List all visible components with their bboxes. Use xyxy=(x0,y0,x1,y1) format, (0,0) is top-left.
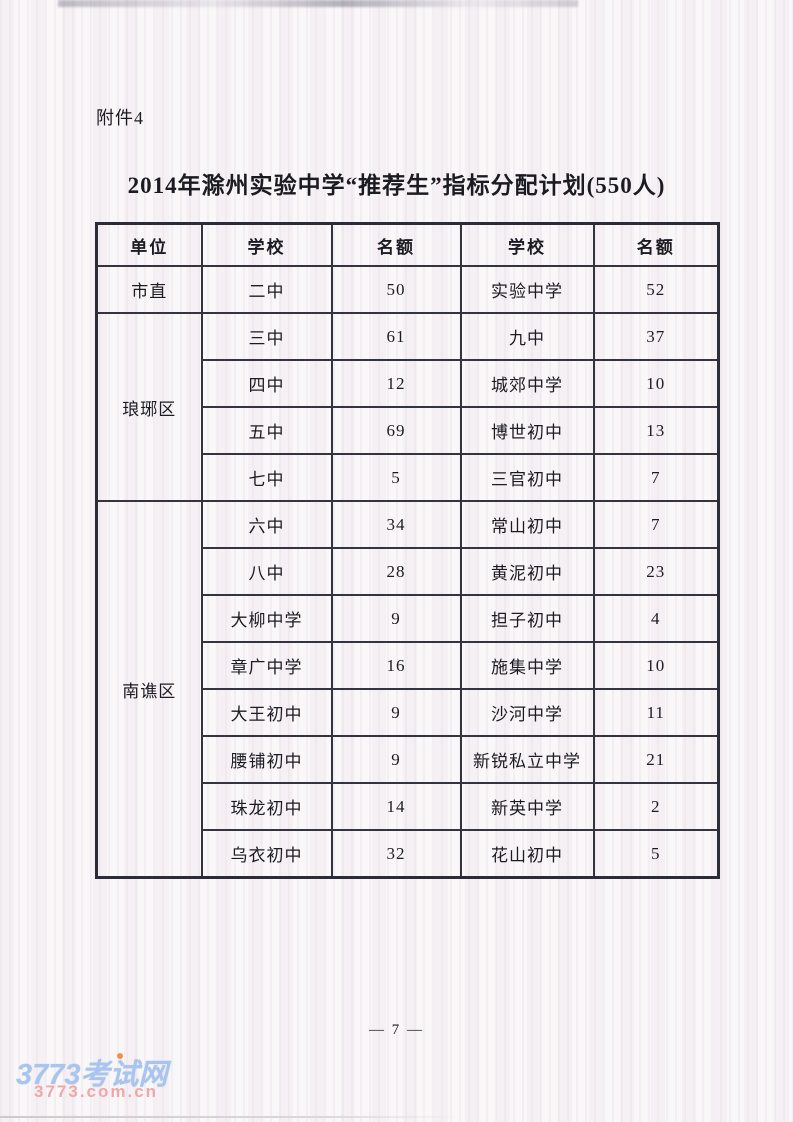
table-row: 南谯区 六中 34 常山初中 7 xyxy=(95,500,720,879)
page-number: — 7 — xyxy=(369,1022,424,1038)
quota-cell: 7 xyxy=(592,500,720,549)
quota-cell: 9 xyxy=(330,735,462,784)
watermark-accent-dot xyxy=(117,1053,123,1059)
header-cell-unit: 单位 xyxy=(95,222,203,267)
quota-cell: 10 xyxy=(592,359,720,408)
table-row: 七中 5 三官初中 7 xyxy=(97,453,720,502)
quota-cell: 13 xyxy=(592,406,720,455)
school-cell: 大王初中 xyxy=(200,688,333,737)
header-cell-school1: 学校 xyxy=(200,222,333,267)
quota-cell: 11 xyxy=(592,688,720,737)
school-cell: 大柳中学 xyxy=(200,594,333,643)
unit-cell: 南谯区 xyxy=(95,500,203,879)
table-row: 八中 28 黄泥初中 23 xyxy=(97,547,720,596)
school-cell: 新英中学 xyxy=(459,782,595,831)
table-row: 珠龙初中 14 新英中学 2 xyxy=(97,782,720,831)
table-row: 四中 12 城郊中学 10 xyxy=(97,359,720,408)
school-cell: 博世初中 xyxy=(459,406,595,455)
quota-cell: 2 xyxy=(592,782,720,831)
school-cell: 沙河中学 xyxy=(459,688,595,737)
school-cell: 四中 xyxy=(200,359,333,408)
quota-cell: 16 xyxy=(330,641,462,690)
table-row: 腰铺初中 9 新锐私立中学 21 xyxy=(97,735,720,784)
scan-artifact-bottom-line xyxy=(0,1116,458,1118)
quota-cell: 52 xyxy=(592,265,720,314)
quota-cell: 4 xyxy=(592,594,720,643)
quota-cell: 14 xyxy=(330,782,462,831)
quota-cell: 69 xyxy=(330,406,462,455)
table-row: 大王初中 9 沙河中学 11 xyxy=(97,688,720,737)
table-row: 大柳中学 9 担子初中 4 xyxy=(97,594,720,643)
school-cell: 腰铺初中 xyxy=(200,735,333,784)
quota-cell: 50 xyxy=(330,265,462,314)
school-cell: 五中 xyxy=(200,406,333,455)
school-cell: 施集中学 xyxy=(459,641,595,690)
quota-cell: 23 xyxy=(592,547,720,596)
quota-cell: 61 xyxy=(330,312,462,361)
quota-cell: 9 xyxy=(330,688,462,737)
table-row: 乌衣初中 32 花山初中 5 xyxy=(97,829,720,879)
document-title: 2014年滁州实验中学“推荐生”指标分配计划(550人) xyxy=(127,173,666,198)
quota-cell: 37 xyxy=(592,312,720,361)
quota-cell: 28 xyxy=(330,547,462,596)
quota-cell: 5 xyxy=(330,453,462,502)
quota-cell: 7 xyxy=(592,453,720,502)
watermark-site-name: 3773考试网 xyxy=(16,1059,168,1091)
quota-cell: 12 xyxy=(330,359,462,408)
quota-cell: 21 xyxy=(592,735,720,784)
header-cell-quota2: 名额 xyxy=(592,222,720,267)
school-cell: 黄泥初中 xyxy=(459,547,595,596)
school-cell: 担子初中 xyxy=(459,594,595,643)
table-row: 琅琊区 三中 61 九中 37 xyxy=(95,312,720,502)
school-cell: 二中 xyxy=(200,265,333,314)
attachment-label: 附件4 xyxy=(96,108,144,128)
school-cell: 城郊中学 xyxy=(459,359,595,408)
school-cell: 珠龙初中 xyxy=(200,782,333,831)
watermark-site-url: 3773.com.cn xyxy=(34,1082,159,1101)
school-cell: 九中 xyxy=(459,312,595,361)
school-cell: 三官初中 xyxy=(459,453,595,502)
school-cell: 新锐私立中学 xyxy=(459,735,595,784)
quota-cell: 32 xyxy=(330,829,462,879)
school-cell: 乌衣初中 xyxy=(200,829,333,879)
quota-cell: 34 xyxy=(330,500,462,549)
school-cell: 常山初中 xyxy=(459,500,595,549)
school-cell: 花山初中 xyxy=(459,829,595,879)
school-cell: 七中 xyxy=(200,453,333,502)
school-cell: 实验中学 xyxy=(459,265,595,314)
table-header-row: 单位 学校 名额 学校 名额 xyxy=(95,222,720,267)
school-cell: 章广中学 xyxy=(200,641,333,690)
unit-cell: 市直 xyxy=(95,265,203,314)
table-row: 市直 二中 50 实验中学 52 xyxy=(95,265,720,314)
table-row: 五中 69 博世初中 13 xyxy=(97,406,720,455)
school-cell: 八中 xyxy=(200,547,333,596)
table-row: 章广中学 16 施集中学 10 xyxy=(97,641,720,690)
quota-cell: 9 xyxy=(330,594,462,643)
quota-cell: 5 xyxy=(592,829,720,879)
quota-cell: 10 xyxy=(592,641,720,690)
school-cell: 三中 xyxy=(200,312,333,361)
quota-allocation-table: 单位 学校 名额 学校 名额 市直 二中 50 实验中学 52 琅琊区 三中 6… xyxy=(95,222,720,879)
unit-cell: 琅琊区 xyxy=(95,312,203,502)
header-cell-school2: 学校 xyxy=(459,222,595,267)
header-cell-quota1: 名额 xyxy=(330,222,462,267)
school-cell: 六中 xyxy=(200,500,333,549)
scan-artifact-smudge xyxy=(58,0,578,7)
